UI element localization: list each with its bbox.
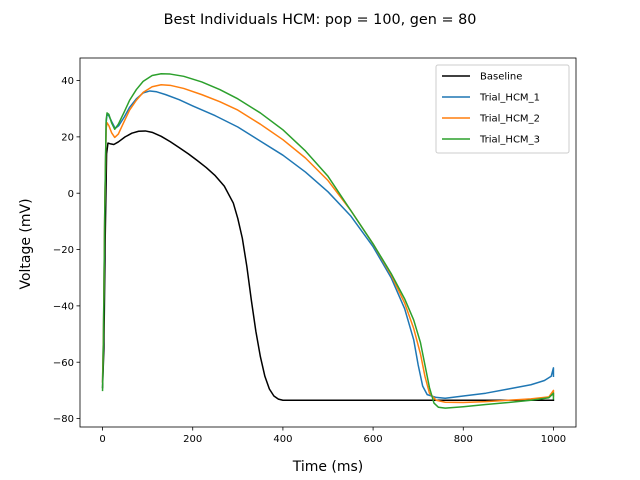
- y-axis-label: Voltage (mV): [18, 198, 34, 289]
- x-tick-label: 600: [364, 434, 383, 445]
- y-tick-label: −60: [53, 358, 74, 369]
- x-tick-label: 200: [183, 434, 202, 445]
- x-tick-label: 400: [273, 434, 292, 445]
- legend: Baseline Trial_HCM_1 Trial_HCM_2 Trial_HCM_…: [435, 64, 570, 154]
- series-line-trial-hcm-3: [101, 73, 555, 409]
- legend-label: Baseline: [480, 72, 522, 83]
- series-line-baseline: [101, 130, 555, 401]
- y-tick-label: 0: [68, 189, 74, 200]
- legend-label: Trial_HCM_2: [479, 114, 540, 125]
- series-line-trial-hcm-2: [101, 84, 555, 404]
- y-tick-label: −20: [53, 245, 74, 256]
- x-tick-label: 800: [454, 434, 473, 445]
- y-tick-label: 20: [61, 132, 74, 143]
- plot-area: 0 200 400 600 800 1000 −80 −60 −40 −20 0 20 40: [53, 57, 577, 445]
- axes-frame: [79, 57, 577, 428]
- series-group: [101, 73, 555, 409]
- y-tick-label: −40: [53, 301, 74, 312]
- x-tick-label: 1000: [541, 434, 566, 445]
- y-tick-label: 40: [61, 76, 74, 87]
- legend-box: [435, 64, 570, 154]
- chart-title: Best Individuals HCM: pop = 100, gen = 8…: [164, 12, 477, 28]
- legend-label: Trial_HCM_3: [479, 135, 540, 146]
- legend-label: Trial_HCM_1: [479, 93, 540, 104]
- y-tick-label: −80: [53, 414, 74, 425]
- x-axis-label: Time (ms): [292, 459, 364, 475]
- x-tick-label: 0: [99, 434, 105, 445]
